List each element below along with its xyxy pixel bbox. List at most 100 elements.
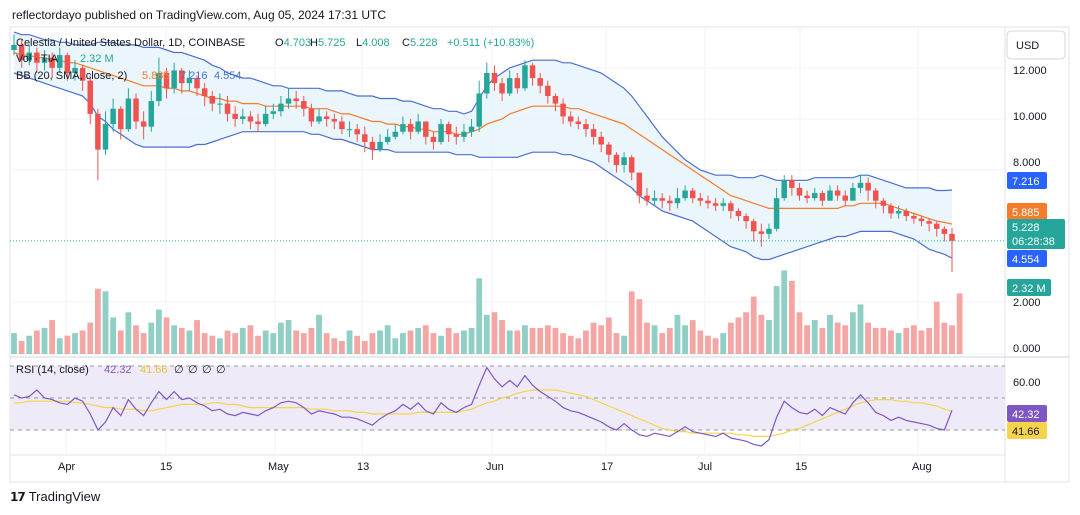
candle-body (804, 195, 810, 199)
volume-bar (155, 309, 162, 354)
candle-body (369, 141, 376, 150)
candlesticks (10, 34, 1005, 273)
candle-body (308, 108, 315, 122)
candle-body (811, 193, 818, 199)
price-axis: 12.000 10.000 8.000 2.000 0.000 (1013, 65, 1047, 355)
volume-bar (659, 333, 666, 354)
volume-bar (293, 330, 300, 354)
legend-symbol: Celestia / United States Dollar, 1D, COI… (16, 37, 245, 49)
candle-body (118, 108, 124, 130)
volume-bar (11, 333, 17, 354)
candle-body (758, 231, 765, 234)
legend-open-label: O (275, 37, 284, 49)
candle-body (606, 144, 612, 155)
candle-body (545, 85, 551, 96)
legend-rsi-extra-1: ∅ (174, 364, 184, 376)
candle-body (194, 78, 200, 89)
volume-bar (560, 333, 566, 354)
volume-bar (461, 330, 467, 354)
volume-bar (926, 327, 933, 354)
volume-bar (476, 278, 483, 354)
volume-bar (308, 327, 315, 354)
candle-body (64, 55, 71, 73)
volume-bar (278, 322, 284, 354)
volume-bar (888, 330, 894, 354)
candle-body (140, 121, 147, 127)
candle-body (72, 67, 78, 73)
bb-fill (14, 32, 952, 260)
volume-bar (949, 325, 955, 354)
svg-text:C5.228: C5.228 (402, 37, 437, 49)
currency-label: USD (1016, 40, 1039, 52)
candle-body (461, 131, 467, 137)
candle-body (392, 131, 399, 137)
volume-bar (811, 320, 818, 354)
volume-bar (727, 322, 734, 354)
volume-bar (857, 304, 864, 354)
volume-bar (445, 327, 452, 354)
volume-bar (300, 333, 307, 354)
legend-rsi-value: 42.32 (104, 364, 132, 376)
volume-bar (247, 325, 254, 354)
volume-bar (529, 327, 536, 354)
candle-body (728, 203, 734, 211)
volume-bar (209, 335, 216, 354)
volume-bar (666, 327, 673, 354)
badge-bb-upper: 7.216 (1012, 176, 1040, 188)
volume-bar (438, 335, 444, 354)
legend-change: +0.511 (+10.83%) (447, 37, 534, 49)
volume-bar (94, 288, 101, 354)
candle-body (789, 180, 795, 188)
candle-body (323, 116, 330, 119)
price-badges: 7.216 5.885 5.228 06:28:38 4.554 2.32 M (1007, 172, 1065, 296)
svg-text:O4.703: O4.703 (275, 37, 311, 49)
volume-bar (910, 325, 917, 354)
volume-bar (849, 312, 856, 354)
candle-body (705, 200, 711, 204)
candle-body (827, 190, 833, 201)
svg-text:L4.008: L4.008 (356, 37, 390, 49)
tradingview-brand[interactable]: 𝟭𝟳 TradingView (10, 489, 100, 504)
candle-body (301, 101, 307, 109)
candle-body (674, 198, 681, 204)
candle-body (934, 223, 940, 229)
candle-body (407, 124, 414, 132)
candle-body (133, 98, 139, 122)
currency-button[interactable]: USD (1006, 30, 1066, 60)
volume-bar (781, 270, 788, 354)
volume-bar (18, 340, 25, 354)
price-tick-12: 12.000 (1013, 65, 1047, 77)
candle-body (453, 134, 460, 137)
volume-bar (788, 280, 795, 354)
volume-bar (705, 335, 711, 354)
volume-tick-2: 2.000 (1013, 297, 1041, 309)
candle-body (423, 121, 429, 137)
volume-bar (125, 312, 132, 354)
legend-open: 4.703 (284, 37, 312, 49)
volume-bar (102, 291, 109, 354)
volume-bar (361, 340, 368, 354)
volume-bar (613, 333, 620, 354)
volume-bar (87, 322, 94, 354)
candle-body (186, 78, 193, 84)
candle-body (247, 116, 254, 122)
legend-rsi-extra-4: ∅ (216, 364, 226, 376)
candle-body (689, 190, 696, 199)
legend-rsi-extra-3: ∅ (202, 364, 212, 376)
candle-body (171, 70, 177, 89)
candle-body (79, 67, 86, 81)
candle-body (750, 221, 757, 232)
candle-body (720, 203, 726, 206)
candle-body (354, 129, 360, 135)
volume-bar (430, 333, 437, 354)
volume-bar (583, 330, 589, 354)
volume-bar (316, 314, 322, 354)
volume-bar (865, 322, 872, 354)
candle-body (232, 113, 238, 119)
volume-bar (903, 327, 910, 354)
legend-bb-upper: 7.216 (180, 70, 208, 82)
candle-body (331, 118, 338, 122)
candle-body (590, 129, 597, 137)
bollinger-bands (13, 31, 953, 261)
